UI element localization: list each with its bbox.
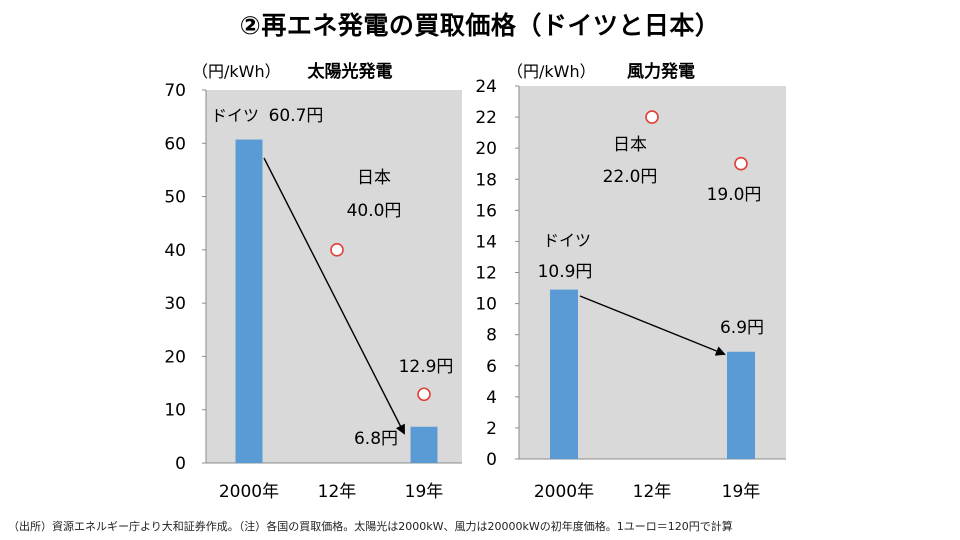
page-title: ②再エネ発電の買取価格（ドイツと日本） — [239, 11, 721, 40]
y-tick-label: 70 — [164, 81, 186, 101]
y-tick-label: 12 — [475, 264, 497, 284]
chart-title: 太陽光発電 — [308, 61, 393, 82]
y-tick-label: 20 — [164, 347, 186, 367]
germany-series-label: ドイツ — [211, 106, 259, 125]
x-tick-label: 19年 — [722, 482, 761, 502]
trend-arrow — [579, 295, 726, 356]
bar-germany — [727, 351, 755, 459]
data-label: 10.9円 — [538, 262, 593, 282]
data-label: 40.0円 — [347, 201, 402, 221]
y-tick-label: 14 — [475, 232, 497, 252]
y-tick-label: 0 — [175, 454, 186, 474]
japan-series-label: 日本 — [357, 168, 391, 188]
marker-japan — [734, 156, 748, 171]
data-label: 60.7円 — [269, 106, 324, 126]
y-axis-unit: （円/kWh） — [192, 62, 281, 81]
x-tick-label: 12年 — [633, 482, 672, 502]
chart-title: 風力発電 — [627, 61, 695, 82]
y-tick-label: 10 — [475, 295, 497, 315]
x-tick-label: 12年 — [318, 482, 357, 502]
data-label: 12.9円 — [399, 357, 454, 377]
y-tick-label: 4 — [486, 388, 497, 408]
bar-germany — [410, 426, 438, 463]
y-tick-label: 24 — [475, 77, 497, 97]
y-axis-unit: （円/kWh） — [507, 62, 596, 81]
marker-japan — [330, 243, 344, 257]
marker-japan — [417, 387, 431, 402]
marker-japan — [645, 110, 659, 124]
trend-arrow — [263, 157, 405, 435]
y-tick-label: 40 — [164, 241, 186, 261]
bar-germany — [235, 139, 263, 463]
x-tick-label: 2000年 — [219, 482, 279, 502]
y-tick-label: 50 — [164, 188, 186, 208]
y-tick-label: 6 — [486, 357, 497, 377]
y-tick-label: 20 — [475, 139, 497, 159]
y-tick-label: 2 — [486, 419, 497, 439]
y-tick-label: 30 — [164, 294, 186, 314]
footnote-source: （出所）資源エネルギー庁より大和証券作成。（注）各国の買取価格。太陽光は2000… — [8, 520, 733, 533]
data-label: 22.0円 — [603, 167, 658, 187]
data-label: 6.9円 — [720, 318, 764, 338]
y-tick-label: 8 — [486, 326, 497, 346]
y-tick-label: 0 — [486, 450, 497, 470]
data-label: 6.8円 — [354, 429, 398, 449]
y-tick-label: 16 — [475, 201, 497, 221]
japan-series-label: 日本 — [613, 135, 647, 155]
y-tick-label: 60 — [164, 134, 186, 154]
y-tick-label: 10 — [164, 401, 186, 421]
germany-series-label: ドイツ — [543, 231, 591, 250]
y-tick-label: 22 — [475, 108, 497, 128]
x-tick-label: 2000年 — [534, 482, 594, 502]
data-label: 19.0円 — [707, 185, 762, 205]
solar-chart: 0 10 20 30 40 50 60 70 2000年 12年 19年 太陽光発電 （円/kWh） ドイ… — [164, 61, 462, 502]
y-tick-label: 18 — [475, 170, 497, 190]
bar-germany — [550, 289, 578, 459]
x-tick-label: 19年 — [405, 482, 444, 502]
